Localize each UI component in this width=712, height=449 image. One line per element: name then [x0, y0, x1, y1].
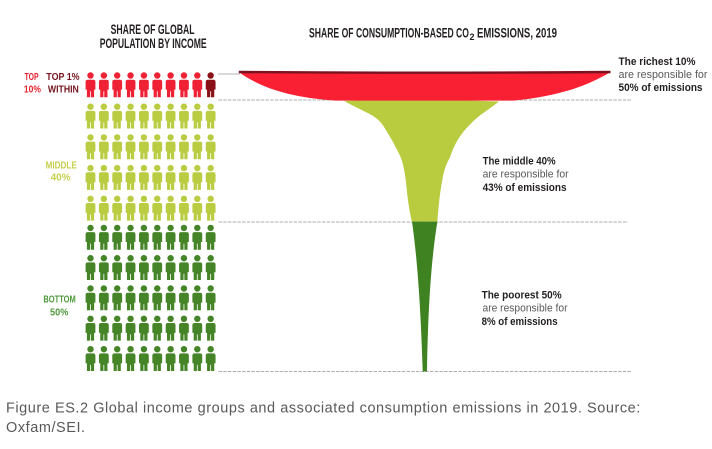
svg-text:40%: 40% [51, 173, 71, 184]
svg-text:10%: 10% [24, 84, 41, 95]
svg-text:EMISSIONS, 2019: EMISSIONS, 2019 [477, 25, 557, 40]
svg-text:BOTTOM: BOTTOM [43, 295, 75, 306]
svg-text:SHARE OF GLOBAL: SHARE OF GLOBAL [111, 22, 195, 37]
svg-text:Oxfam/SEI.: Oxfam/SEI. [6, 420, 86, 436]
svg-text:2: 2 [470, 32, 475, 42]
svg-text:SHARE OF CONSUMPTION-BASED CO: SHARE OF CONSUMPTION-BASED CO [309, 25, 469, 40]
svg-text:The middle 40%: The middle 40% [483, 155, 556, 167]
svg-text:The richest 10%: The richest 10% [619, 56, 696, 68]
svg-text:The poorest 50%: The poorest 50% [482, 289, 562, 301]
svg-text:are responsible for: are responsible for [619, 69, 708, 81]
svg-text:50%: 50% [50, 308, 68, 319]
svg-text:Figure ES.2 Global income grou: Figure ES.2 Global income groups and ass… [6, 401, 641, 417]
svg-text:WITHIN: WITHIN [48, 84, 79, 95]
svg-text:43% of emissions: 43% of emissions [483, 182, 567, 194]
svg-text:are responsible for: are responsible for [483, 169, 569, 181]
svg-text:TOP 1%: TOP 1% [46, 72, 79, 83]
svg-text:TOP: TOP [25, 72, 39, 83]
svg-text:50% of emissions: 50% of emissions [619, 82, 703, 94]
svg-text:MIDDLE: MIDDLE [46, 160, 77, 171]
svg-text:8% of emissions: 8% of emissions [482, 316, 558, 328]
svg-text:are responsible for: are responsible for [483, 303, 568, 315]
svg-text:POPULATION BY INCOME: POPULATION BY INCOME [100, 36, 207, 51]
